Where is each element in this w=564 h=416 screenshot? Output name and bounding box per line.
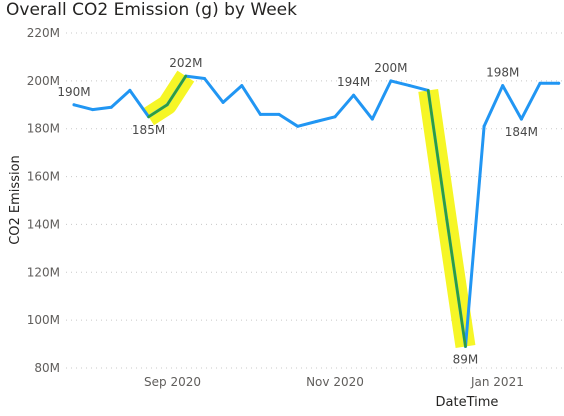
data-point [482, 124, 486, 128]
highlight-trace [147, 74, 188, 119]
data-point [370, 117, 374, 121]
highlight-trace [426, 89, 467, 348]
data-label: 194M [337, 75, 370, 89]
data-point [519, 117, 523, 121]
data-point [296, 124, 300, 128]
data-point [203, 77, 206, 80]
x-tick-label: Sep 2020 [144, 375, 201, 389]
x-tick-label: Nov 2020 [306, 375, 364, 389]
data-point [72, 103, 76, 107]
data-label: 89M [453, 352, 479, 366]
data-point [128, 88, 132, 92]
data-point [221, 100, 225, 104]
y-tick-label: 140M [27, 217, 60, 231]
data-label: 190M [57, 85, 90, 99]
data-point [333, 115, 337, 119]
data-point [314, 120, 318, 123]
y-tick-label: 220M [27, 26, 60, 40]
y-tick-label: 80M [34, 361, 60, 375]
data-point [538, 81, 542, 85]
data-label: 185M [132, 123, 165, 137]
y-axis-label: CO2 Emission [8, 155, 23, 245]
y-tick-label: 160M [27, 170, 60, 184]
data-label: 202M [169, 56, 202, 70]
data-point [109, 105, 113, 109]
data-point [258, 112, 262, 116]
data-point [91, 108, 95, 112]
data-label: 198M [486, 66, 519, 80]
chart-title: Overall CO2 Emission (g) by Week [6, 0, 297, 20]
series-line [72, 74, 561, 348]
data-point [389, 79, 393, 83]
data-point [408, 84, 411, 88]
x-axis-label: DateTime [436, 395, 499, 410]
y-tick-label: 120M [27, 265, 60, 279]
data-point [277, 112, 281, 116]
y-tick-label: 200M [27, 74, 60, 88]
data-label: 200M [374, 61, 407, 75]
data-point [557, 81, 561, 85]
y-tick-label: 100M [27, 313, 60, 327]
x-tick-label: Jan 2021 [470, 375, 524, 389]
data-point [240, 84, 244, 88]
data-point [352, 93, 356, 97]
y-tick-label: 180M [27, 122, 60, 136]
data-label: 184M [505, 125, 538, 139]
data-point [501, 84, 505, 88]
